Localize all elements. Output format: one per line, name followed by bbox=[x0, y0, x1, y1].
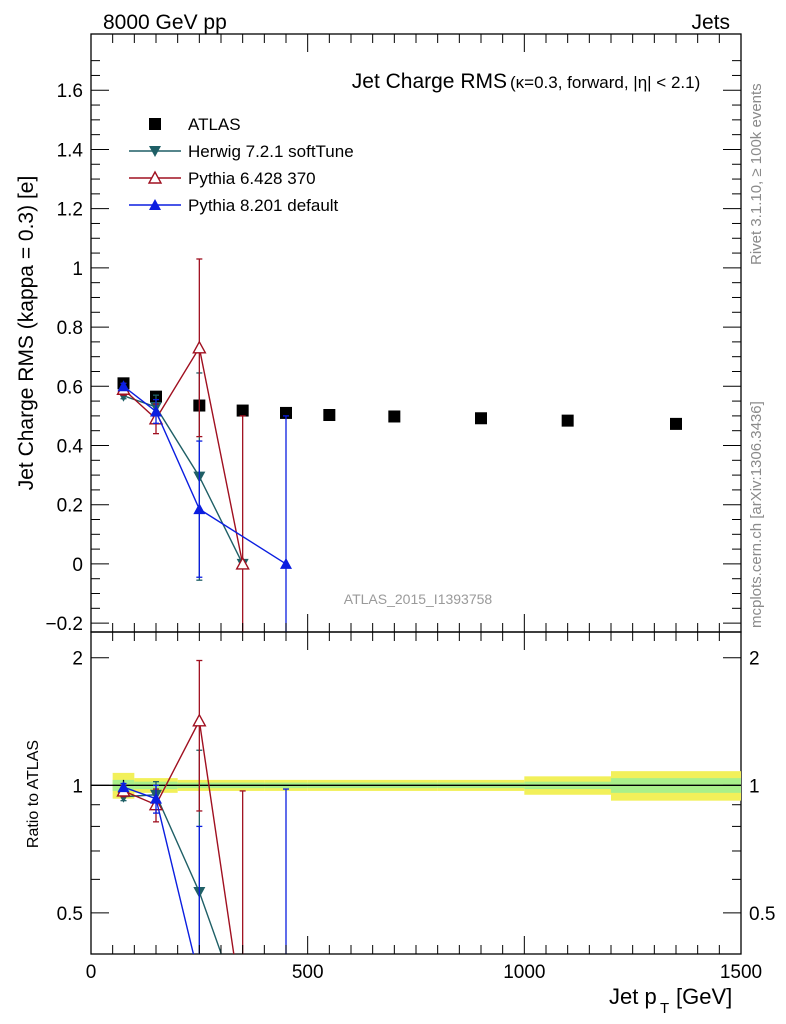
data-point-atlas bbox=[670, 417, 682, 430]
ratio-line-pythia8 bbox=[123, 786, 195, 954]
ratio-point-pythia8 bbox=[150, 792, 162, 804]
y-axis-label: Jet Charge RMS (kappa = 0.3) [e] bbox=[15, 176, 38, 491]
ratio-y-tick-label-right: 2 bbox=[749, 649, 760, 670]
y-tick-label: 1.2 bbox=[57, 200, 83, 221]
y-tick-label: 1 bbox=[72, 259, 83, 280]
y-tick-label: −0.2 bbox=[45, 614, 83, 635]
y-tick-label: 0.8 bbox=[57, 318, 83, 339]
y-tick-label: 1.4 bbox=[57, 140, 84, 161]
series-line-pythia6 bbox=[123, 345, 244, 565]
data-point-pythia8 bbox=[150, 405, 162, 417]
ratio-point-pythia8 bbox=[193, 973, 205, 984]
ratio-y-tick-label-right: 0.5 bbox=[749, 904, 775, 925]
x-axis-label: Jet p T [GeV] bbox=[609, 984, 732, 1017]
legend-label-pythia6: Pythia 6.428 370 bbox=[188, 169, 316, 188]
legend-marker-pythia6 bbox=[147, 170, 163, 184]
axis-ticks bbox=[90, 34, 742, 955]
data-point-pythia6 bbox=[235, 556, 250, 570]
ratio-line-pythia6 bbox=[123, 718, 235, 954]
x-axis-label-subscript: T bbox=[660, 1000, 669, 1017]
ratio-y-tick-label: 2 bbox=[72, 649, 83, 670]
chart-subtitle: (κ=0.3, forward, |η| < 2.1) bbox=[510, 73, 700, 92]
x-tick-label: 0 bbox=[86, 962, 97, 983]
legend-label-herwig: Herwig 7.2.1 softTune bbox=[188, 142, 354, 161]
legend-label-atlas: ATLAS bbox=[188, 115, 241, 134]
x-axis-label-unit: [GeV] bbox=[676, 984, 732, 1009]
data-point-atlas bbox=[323, 409, 336, 422]
legend-marker-atlas bbox=[149, 118, 161, 130]
series-line-pythia8 bbox=[123, 385, 287, 565]
x-tick-label: 1000 bbox=[503, 962, 545, 983]
data-point-pythia8 bbox=[280, 557, 292, 569]
data-point-atlas bbox=[236, 404, 249, 417]
ratio-y-axis-label: Ratio to ATLAS bbox=[25, 740, 42, 848]
main-plot-marks bbox=[116, 258, 682, 632]
y-tick-label: 0.4 bbox=[57, 436, 84, 457]
series-line-herwig bbox=[123, 395, 244, 565]
x-axis-label-main: Jet p bbox=[609, 984, 657, 1009]
data-point-pythia8 bbox=[193, 503, 206, 515]
header-right: Jets bbox=[691, 11, 730, 34]
data-point-pythia6 bbox=[192, 340, 207, 354]
data-point-pythia8 bbox=[117, 380, 130, 392]
ratio-y-tick-label-right: 1 bbox=[749, 776, 760, 797]
ratio-plot-marks bbox=[116, 659, 289, 984]
mcplots-reference-label: mcplots.cern.ch [arXiv:1306.3436] bbox=[748, 401, 765, 628]
ratio-y-tick-label: 0.5 bbox=[57, 904, 83, 925]
legend-marker-herwig bbox=[149, 146, 161, 157]
y-tick-label: 1.6 bbox=[57, 81, 83, 102]
header-left: 8000 GeV pp bbox=[103, 11, 227, 34]
y-tick-label: 0 bbox=[72, 555, 83, 576]
x-tick-label: 500 bbox=[292, 962, 324, 983]
chart-title: Jet Charge RMS bbox=[352, 70, 507, 93]
y-tick-label: 0.6 bbox=[57, 377, 83, 398]
legend-label-pythia8: Pythia 8.201 default bbox=[188, 196, 339, 215]
legend: ATLAS Herwig 7.2.1 softTune Pythia 6.428 3… bbox=[129, 115, 354, 215]
ratio-y-tick-label: 1 bbox=[72, 776, 83, 797]
ratio-point-pythia6 bbox=[192, 713, 207, 727]
data-point-atlas bbox=[388, 410, 401, 423]
y-tick-label: 0.2 bbox=[57, 496, 83, 517]
ratio-line-herwig bbox=[123, 794, 223, 954]
ratio-uncertainty-band bbox=[91, 771, 741, 801]
analysis-watermark: ATLAS_2015_I1393758 bbox=[344, 591, 493, 607]
data-point-atlas bbox=[475, 412, 487, 425]
rivet-version-label: Rivet 3.1.10, ≥ 100k events bbox=[748, 83, 765, 265]
ratio-point-pythia8 bbox=[117, 781, 130, 793]
x-tick-label: 1500 bbox=[720, 962, 762, 983]
data-point-atlas bbox=[561, 414, 574, 427]
axis-tick-labels: −0.2 0 0.2 0.4 0.6 0.8 1 1.2 1.4 1.6 0 500 1000 1500 0… bbox=[45, 81, 775, 983]
legend-marker-pythia8 bbox=[149, 199, 161, 210]
